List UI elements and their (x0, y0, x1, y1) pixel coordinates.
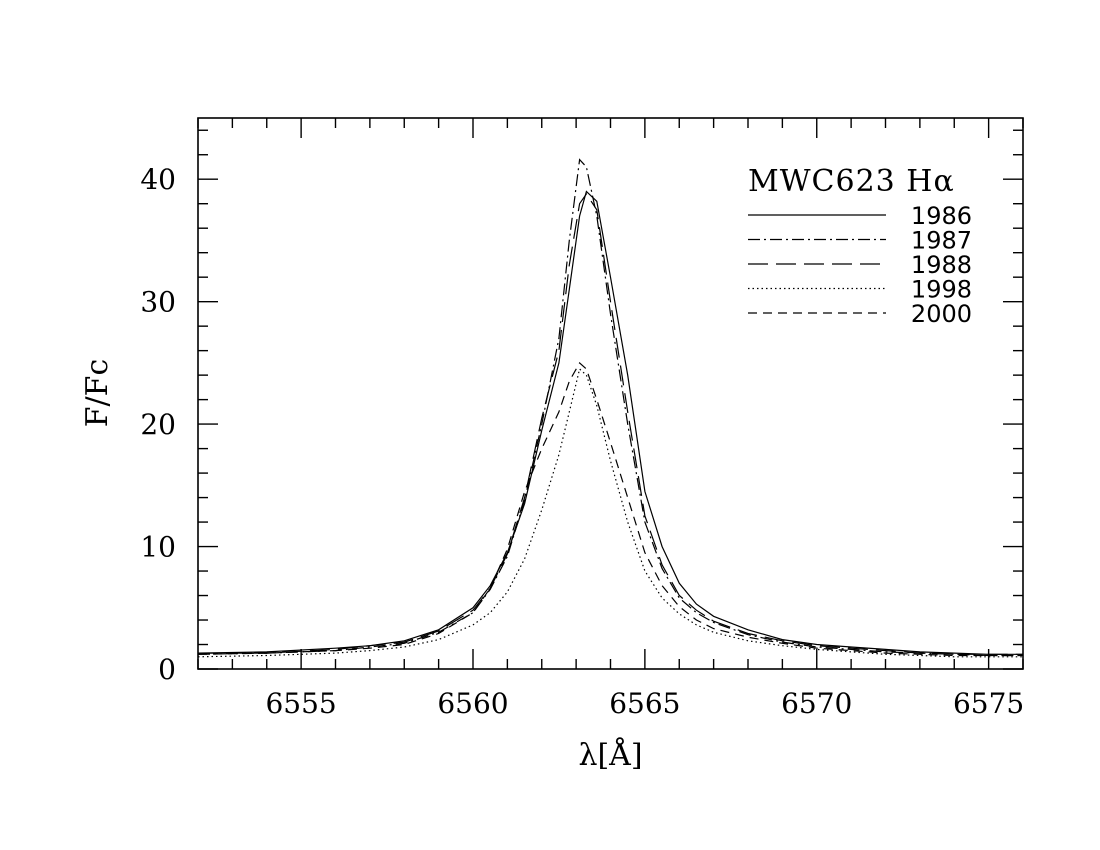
y-tick-label: 20 (140, 408, 176, 441)
series-line-1986 (197, 190, 1023, 655)
series-line-1988 (198, 192, 1023, 655)
y-tick-label: 40 (140, 163, 176, 196)
series-line-2000 (197, 361, 1023, 657)
y-tick-label: 30 (140, 286, 176, 319)
y-tick-label: 10 (140, 531, 176, 564)
y-axis-title: F/Fc (80, 359, 115, 428)
legend-label-2000: 2000 (911, 300, 972, 328)
legend-label-1986: 1986 (911, 202, 972, 230)
x-tick-label: 6565 (609, 687, 680, 720)
legend-label-1998: 1998 (911, 276, 972, 304)
legend-title: MWC623 Hα (748, 164, 955, 199)
series-line-1998 (197, 367, 1023, 658)
x-tick-label: 6575 (953, 687, 1024, 720)
axis-tick-labels: 6555 6560 6565 6570 6575 0 10 20 30 40 (140, 163, 1024, 720)
legend-label-1987: 1987 (911, 227, 972, 255)
x-axis-title: λ[Å] (578, 737, 642, 773)
y-tick-label: 0 (158, 653, 176, 686)
x-tick-label: 6570 (781, 687, 852, 720)
x-tick-label: 6560 (437, 687, 508, 720)
series-line-1987 (197, 158, 1023, 657)
plot-frame (197, 117, 1024, 670)
axis-ticks (197, 118, 1024, 670)
x-tick-label: 6555 (265, 687, 336, 720)
series-lines (197, 158, 1023, 658)
legend-label-1988: 1988 (911, 251, 972, 279)
